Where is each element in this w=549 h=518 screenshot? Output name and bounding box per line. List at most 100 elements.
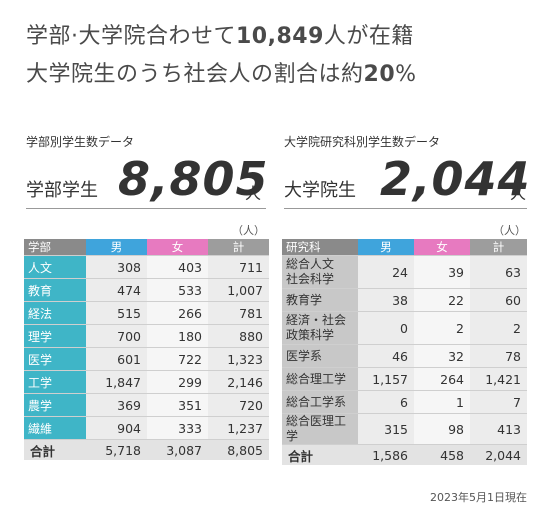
table-row: 総合人文 社会科学 24 39 63 [282, 255, 527, 289]
total-count: 1,421 [470, 367, 527, 391]
female-count: 299 [147, 370, 208, 394]
female-count: 351 [147, 393, 208, 417]
total-count: 711 [208, 255, 269, 279]
undergrad-divider [26, 208, 266, 209]
graduate-section-title: 大学院研究科別学生数データ [284, 135, 441, 149]
total-count: 60 [470, 288, 527, 312]
male-count: 38 [358, 288, 414, 312]
graduate-school-name-line1: 経済・社会 [286, 313, 347, 327]
graduate-school-name: 総合人文 社会科学 [282, 255, 358, 289]
undergrad-section-title: 学部別学生数データ [26, 135, 135, 149]
headline-number: 10,849 [236, 24, 324, 49]
total-label: 合計 [24, 439, 86, 460]
column-header-graduate-school: 研究科 [282, 239, 358, 256]
faculty-name: 人文 [24, 255, 86, 279]
table-row: 教育学 38 22 60 [282, 288, 527, 312]
undergrad-table: 学部 男 女 計 人文 308 403 711 教育 474 533 1,007 経法 515… [24, 239, 269, 460]
graduate-big-number: 2,044 [380, 152, 531, 206]
graduate-table: 研究科 男 女 計 総合人文 社会科学 24 39 63 教育学 38 22 60 経済・社会… [282, 239, 527, 465]
undergrad-big-unit: 人 [245, 184, 262, 203]
faculty-name: 繊維 [24, 416, 86, 440]
column-header-female: 女 [414, 239, 470, 256]
male-count: 369 [86, 393, 147, 417]
graduate-school-name: 教育学 [282, 288, 358, 312]
male-count: 601 [86, 347, 147, 371]
male-count: 0 [358, 311, 414, 345]
graduate-unit-note: （人） [493, 224, 526, 237]
total-count: 413 [470, 413, 527, 445]
male-total: 5,718 [86, 439, 147, 460]
graduate-school-name: 総合医理工学 [282, 413, 358, 445]
male-count: 46 [358, 344, 414, 368]
male-count: 474 [86, 278, 147, 302]
total-count: 63 [470, 255, 527, 289]
column-header-male: 男 [86, 239, 147, 256]
male-count: 308 [86, 255, 147, 279]
table-row: 工学 1,847 299 2,146 [24, 370, 269, 394]
total-count: 1,237 [208, 416, 269, 440]
headline-line-1: 学部·大学院合わせて10,849人が在籍 [26, 18, 414, 50]
female-count: 32 [414, 344, 470, 368]
table-row: 医学 601 722 1,323 [24, 347, 269, 371]
table-row: 教育 474 533 1,007 [24, 278, 269, 302]
male-count: 904 [86, 416, 147, 440]
male-count: 1,847 [86, 370, 147, 394]
graduate-big-label: 大学院生 [284, 180, 356, 201]
headline-number: 20 [363, 62, 396, 87]
column-header-faculty: 学部 [24, 239, 86, 256]
grand-total: 2,044 [470, 444, 527, 465]
female-total: 3,087 [147, 439, 208, 460]
table-header-row: 学部 男 女 計 [24, 239, 269, 256]
headline-percent: % [395, 62, 417, 87]
table-row: 経法 515 266 781 [24, 301, 269, 325]
column-header-total: 計 [208, 239, 269, 256]
column-header-total: 計 [470, 239, 527, 256]
total-count: 781 [208, 301, 269, 325]
male-count: 700 [86, 324, 147, 348]
graduate-school-name: 経済・社会 政策科学 [282, 311, 358, 345]
table-row: 経済・社会 政策科学 0 2 2 [282, 311, 527, 345]
table-row: 医学系 46 32 78 [282, 344, 527, 368]
male-total: 1,586 [358, 444, 414, 465]
female-count: 22 [414, 288, 470, 312]
total-count: 2 [470, 311, 527, 345]
total-count: 7 [470, 390, 527, 414]
faculty-name: 教育 [24, 278, 86, 302]
table-row: 総合理工学 1,157 264 1,421 [282, 367, 527, 391]
total-count: 78 [470, 344, 527, 368]
graduate-school-name-line2: 政策科学 [286, 328, 335, 342]
female-count: 722 [147, 347, 208, 371]
graduate-school-name: 医学系 [282, 344, 358, 368]
table-header-row: 研究科 男 女 計 [282, 239, 527, 256]
female-count: 264 [414, 367, 470, 391]
female-count: 2 [414, 311, 470, 345]
headline-text: 学部·大学院合わせて [26, 24, 236, 49]
male-count: 315 [358, 413, 414, 445]
total-count: 2,146 [208, 370, 269, 394]
table-row: 人文 308 403 711 [24, 255, 269, 279]
female-count: 1 [414, 390, 470, 414]
male-count: 6 [358, 390, 414, 414]
table-row: 繊維 904 333 1,237 [24, 416, 269, 440]
faculty-name: 工学 [24, 370, 86, 394]
graduate-divider [284, 208, 527, 209]
as-of-date-note: 2023年5月1日現在 [430, 491, 527, 504]
female-count: 266 [147, 301, 208, 325]
headline-text: 人が在籍 [323, 24, 414, 49]
female-count: 39 [414, 255, 470, 289]
column-header-male: 男 [358, 239, 414, 256]
headline-text: 大学院生のうち社会人の割合は約 [26, 62, 364, 87]
graduate-school-name-line2: 社会科学 [286, 272, 335, 286]
faculty-name: 理学 [24, 324, 86, 348]
male-count: 515 [86, 301, 147, 325]
undergrad-big-number: 8,805 [118, 152, 269, 206]
table-row: 理学 700 180 880 [24, 324, 269, 348]
total-count: 880 [208, 324, 269, 348]
undergrad-big-label: 学部学生 [26, 180, 98, 201]
total-label: 合計 [282, 444, 358, 465]
headline-line-2: 大学院生のうち社会人の割合は約20% [26, 56, 417, 88]
table-row: 農学 369 351 720 [24, 393, 269, 417]
undergrad-unit-note: （人） [232, 224, 265, 237]
faculty-name: 経法 [24, 301, 86, 325]
female-count: 98 [414, 413, 470, 445]
